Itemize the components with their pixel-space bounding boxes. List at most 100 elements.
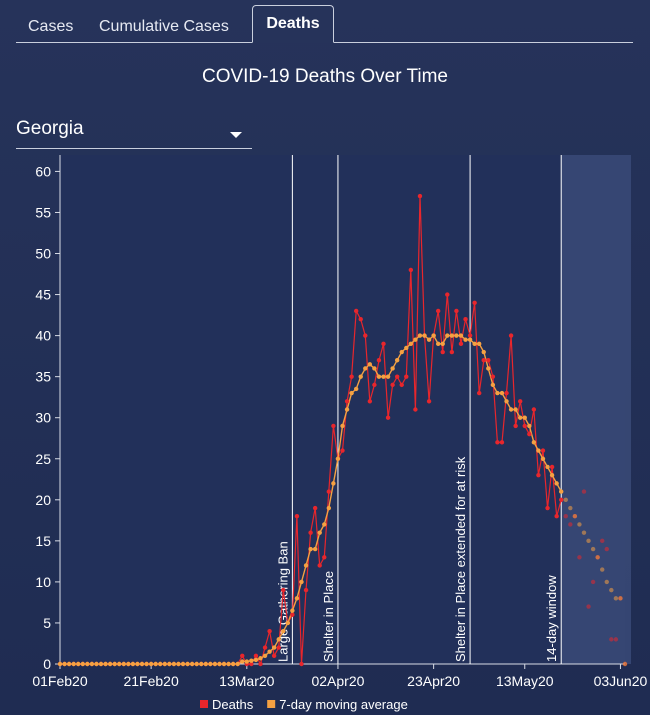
forecast-window-shade [561, 155, 631, 664]
deaths-point [472, 300, 477, 305]
avg-point [158, 661, 163, 667]
deaths-point [367, 399, 373, 404]
avg-point [559, 489, 564, 494]
deaths-point [417, 193, 423, 199]
region-select[interactable]: Georgia [16, 118, 252, 149]
avg-point [426, 337, 432, 342]
avg-point [486, 366, 491, 371]
tab-bar: Cases Cumulative Cases Deaths [16, 5, 633, 43]
x-tick-label: 23Apr20 [407, 673, 460, 689]
tab-cases[interactable]: Cases [28, 18, 74, 35]
deaths-point [440, 349, 445, 355]
avg-point [344, 407, 350, 412]
avg-point [258, 656, 263, 661]
deaths-point [363, 333, 368, 338]
avg-point [554, 481, 559, 486]
avg-point [135, 661, 140, 667]
avg-point [185, 661, 190, 667]
avg-point [335, 456, 341, 461]
avg-point [367, 362, 373, 367]
avg-point [322, 522, 327, 527]
deaths-point [276, 645, 281, 650]
deaths-point [281, 587, 286, 593]
avg-point [372, 366, 377, 371]
avg-point [604, 579, 609, 585]
avg-point [303, 563, 309, 568]
deaths-point [312, 505, 318, 511]
avg-point [71, 661, 76, 667]
avg-point [66, 661, 72, 667]
avg-point [577, 522, 582, 527]
avg-point [180, 661, 186, 667]
deaths-point [385, 415, 391, 420]
avg-point [572, 514, 578, 519]
avg-point [285, 620, 291, 626]
deaths-point [549, 464, 555, 470]
avg-point [618, 596, 623, 601]
avg-point [144, 661, 149, 667]
avg-point [413, 337, 418, 342]
avg-point [308, 546, 313, 552]
avg-point [85, 661, 90, 667]
avg-point [358, 374, 363, 379]
y-tick-label: 30 [35, 410, 51, 426]
deaths-point [458, 341, 464, 347]
deaths-point [499, 440, 505, 445]
avg-point [208, 661, 213, 667]
deaths-point [267, 628, 272, 634]
avg-point [167, 661, 172, 667]
y-tick-label: 35 [35, 369, 51, 385]
avg-point [504, 399, 509, 404]
avg-point [536, 448, 541, 453]
deaths-point [271, 653, 277, 658]
avg-point [613, 596, 619, 601]
avg-point [162, 661, 167, 667]
avg-point [394, 358, 400, 363]
y-tick-label: 25 [35, 451, 51, 467]
x-tick-label: 13Mar20 [219, 673, 274, 689]
avg-point [121, 661, 126, 667]
y-tick-label: 20 [35, 492, 51, 508]
deaths-point [508, 333, 514, 338]
deaths-point [540, 448, 546, 453]
deaths-point [449, 349, 455, 355]
avg-point [194, 661, 199, 667]
avg-point [189, 661, 195, 667]
deaths-point [353, 308, 359, 314]
avg-point [94, 661, 99, 667]
deaths-point [486, 358, 491, 363]
tab-deaths[interactable]: Deaths [252, 5, 334, 43]
avg-point [230, 661, 236, 667]
y-tick-label: 55 [35, 204, 51, 220]
deaths-point [249, 661, 254, 667]
deaths-point [476, 390, 482, 396]
y-tick-label: 0 [43, 656, 51, 672]
x-tick-label: 21Feb20 [123, 673, 178, 689]
deaths-point [372, 382, 377, 388]
avg-point [600, 567, 605, 572]
avg-point [331, 481, 336, 486]
deaths-point [404, 374, 409, 379]
avg-point [98, 661, 104, 667]
y-tick-label: 45 [35, 287, 51, 303]
deaths-point [358, 316, 363, 322]
avg-point [540, 456, 546, 461]
avg-point [317, 530, 322, 535]
avg-point [103, 661, 108, 667]
avg-point [117, 661, 122, 667]
avg-point [445, 333, 450, 338]
avg-point [417, 333, 423, 338]
deaths-point [253, 653, 259, 658]
deaths-point [563, 514, 568, 519]
deaths-point [463, 316, 468, 322]
avg-point [595, 555, 600, 560]
deaths-point [536, 472, 541, 478]
avg-point [463, 337, 468, 342]
deaths-point [445, 292, 450, 297]
legend-swatch-avg [267, 700, 276, 708]
avg-point [399, 349, 404, 355]
deaths-point [303, 587, 309, 593]
avg-point [435, 341, 441, 347]
event-label: 14-day window [544, 575, 559, 662]
tab-cumulative-cases[interactable]: Cumulative Cases [99, 18, 229, 35]
